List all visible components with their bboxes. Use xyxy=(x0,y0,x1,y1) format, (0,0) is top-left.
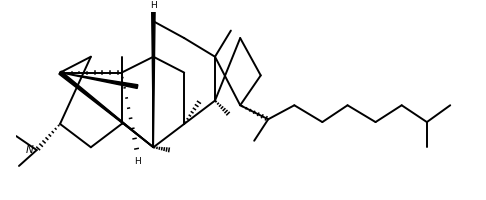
Text: H: H xyxy=(150,1,157,10)
Polygon shape xyxy=(59,71,154,147)
Polygon shape xyxy=(152,12,155,147)
Text: H: H xyxy=(134,157,141,166)
Text: N: N xyxy=(25,145,33,155)
Polygon shape xyxy=(60,73,138,88)
